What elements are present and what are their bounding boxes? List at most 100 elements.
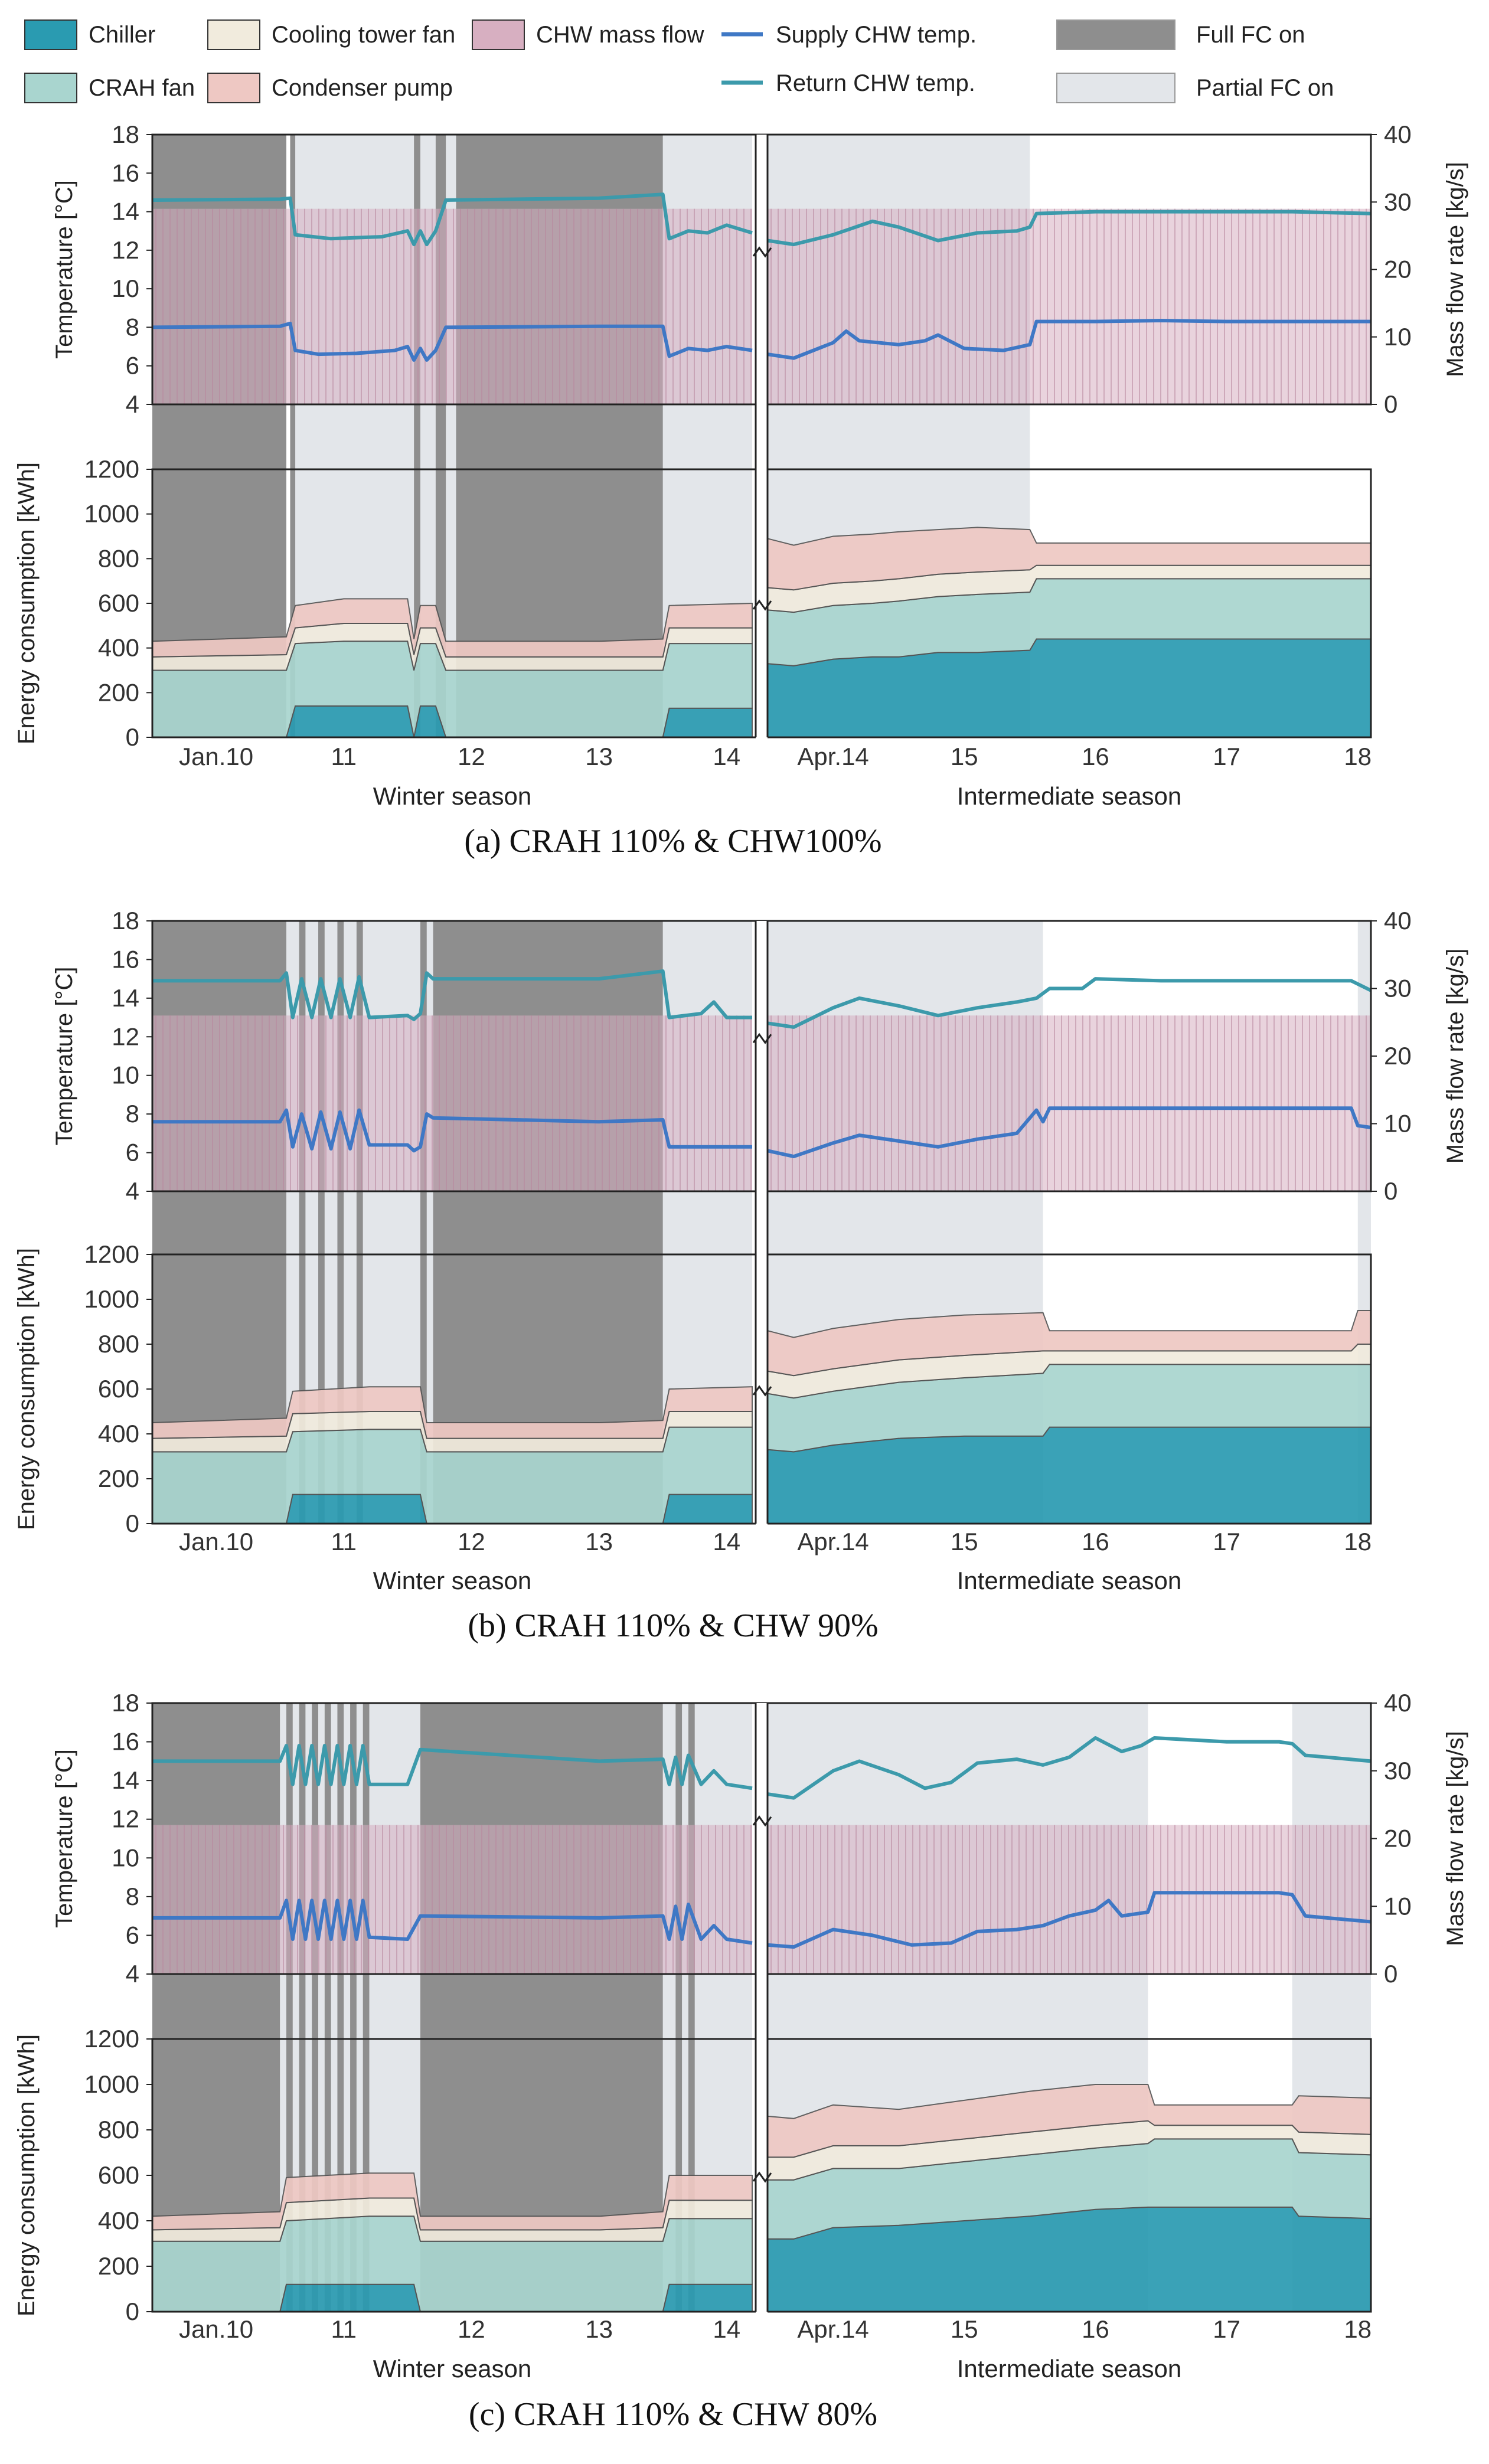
panel-a: 4681012141618010203040020040060080010001… [14,120,1468,860]
legend-label-full: Full FC on [1196,22,1305,48]
chw-mass-flow-hatch [770,1825,1367,1974]
temp-tick-label: 16 [112,1728,139,1756]
temp-tick-label: 6 [126,1921,139,1949]
energy-tick-label: 600 [98,2161,139,2189]
flow-tick-label: 0 [1384,1960,1397,1988]
panel-caption: (c) CRAH 110% & CHW 80% [469,2396,877,2433]
legend-swatch-massflow [472,19,525,50]
x-tick-label-winter: Jan.10 [179,1528,253,1555]
supply-chw-temp-line [767,1891,1372,1949]
legend-swatch-tower [207,19,260,50]
x-tick-label-winter: 12 [458,743,485,770]
legend-label-crah: CRAH fan [89,75,195,101]
axis-break-gap [756,1703,768,2316]
legend-swatch-chiller [24,19,77,50]
energy-tick-label: 800 [98,2116,139,2143]
full-fc-band [356,921,363,1524]
panel-c: 4681012141618010203040020040060080010001… [14,1689,1468,2433]
energy-tick-label: 200 [98,678,139,706]
legend-swatch-full [1056,19,1175,50]
temp-tick-label: 14 [112,1766,139,1794]
energy-tick-label: 1200 [84,2025,139,2053]
x-tick-label-intermediate: Apr.14 [797,743,868,770]
partial-fc-band [344,1703,351,2312]
energy-tick-label: 1000 [84,1285,139,1313]
x-tick-label-winter: 12 [458,2315,485,2343]
x-tick-label-winter: 14 [713,2315,740,2343]
panel-caption: (a) CRAH 110% & CHW100% [464,823,881,860]
full-fc-band [299,921,306,1524]
temp-tick-label: 6 [126,352,139,380]
legend-swatch-partial [1056,73,1175,103]
flow-tick-label: 30 [1384,1757,1412,1785]
return-chw-temp-line [152,192,753,247]
supply-chw-temp-line [152,1108,752,1153]
temp-tick-label: 16 [112,945,139,973]
energy-tick-label: 400 [98,2207,139,2234]
temp-tick-label: 18 [112,120,139,148]
energy-tick-label: 600 [98,589,139,617]
x-tick-label-winter: 11 [331,743,357,770]
chw-mass-flow-area [152,1015,752,1191]
temp-axis-title: Temperature [°C] [51,180,77,359]
return-chw-temp-line [767,210,1372,247]
full-fc-band [350,1703,357,2312]
temp-tick-label: 14 [112,198,139,226]
energy-tick-label: 400 [98,1420,139,1447]
energy-tick-label: 600 [98,1375,139,1403]
full-fc-band [286,1703,293,2312]
flow-tick-label: 40 [1384,1689,1412,1717]
energy-tick-label: 400 [98,634,139,662]
full-fc-band [337,1703,344,2312]
legend-label-tower: Cooling tower fan [272,22,455,48]
energy-area-pump [152,1386,753,1439]
flow-axis-title: Mass flow rate [kg/s] [1442,949,1468,1164]
temp-tick-label: 12 [112,1022,139,1050]
legend-swatch-pump [207,73,260,103]
full-fc-band [363,1703,370,2312]
energy-axis-title: Energy consumption [kWh] [14,1248,40,1530]
flow-axis-title: Mass flow rate [kg/s] [1442,1731,1468,1946]
temp-tick-label: 4 [126,1177,139,1205]
temp-axis-title: Temperature [°C] [51,967,77,1146]
x-tick-label-intermediate: Apr.14 [797,2315,868,2343]
flow-tick-label: 20 [1384,256,1412,283]
full-fc-band [318,921,325,1524]
energy-tick-label: 800 [98,1330,139,1358]
chw-mass-flow-hatch [155,208,752,404]
energy-tick-label: 0 [126,723,139,751]
flow-tick-label: 20 [1384,1042,1412,1070]
axis-break-gap [756,135,768,742]
x-tick-label-intermediate: 16 [1082,2315,1109,2343]
winter-season-label: Winter season [373,1567,531,1594]
return-chw-temp-line [152,969,752,1021]
chw-mass-flow-area [152,1825,752,1974]
energy-tick-label: 1200 [84,1240,139,1268]
x-tick-label-winter: 12 [458,1528,485,1555]
x-tick-label-intermediate: 16 [1082,743,1109,770]
x-tick-label-intermediate: 15 [951,2315,978,2343]
return-chw-temp-line [152,1744,753,1790]
temp-tick-label: 18 [112,1689,139,1717]
axis-break-mark [752,1032,772,1044]
legend-label-supply: Supply CHW temp. [776,22,977,48]
energy-tick-label: 0 [126,1509,139,1537]
flow-tick-label: 30 [1384,188,1412,215]
flow-tick-label: 0 [1384,1177,1397,1205]
winter-season-label: Winter season [373,2355,531,2383]
legend-label-pump: Condenser pump [272,75,453,101]
energy-tick-label: 800 [98,544,139,572]
full-fc-band [414,135,420,737]
x-tick-label-winter: 14 [713,1528,740,1555]
axis-break-mark [752,2171,772,2183]
energy-axis-title: Energy consumption [kWh] [14,462,40,744]
panel-caption: (b) CRAH 110% & CHW 90% [468,1607,878,1644]
chw-mass-flow-hatch [770,1015,1367,1191]
return-chw-temp-line [767,1736,1372,1800]
legend-label-massflow: CHW mass flow [536,22,704,48]
temp-tick-label: 10 [112,1844,139,1871]
temp-tick-label: 16 [112,159,139,187]
legend-label-chiller: Chiller [89,22,155,48]
x-tick-label-intermediate: 17 [1213,1528,1240,1555]
